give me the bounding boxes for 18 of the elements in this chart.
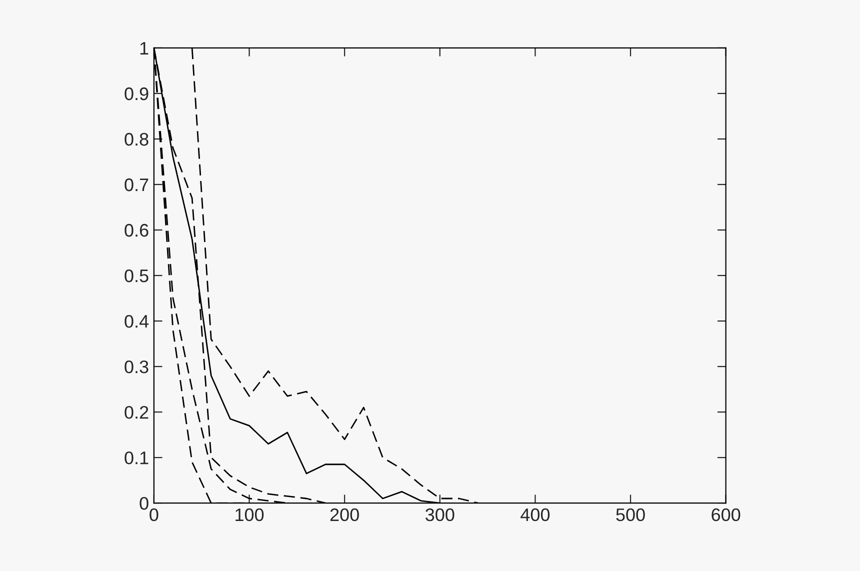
x-tick-label: 300 xyxy=(426,508,454,522)
x-tick-label: 500 xyxy=(616,508,645,522)
x-tick-label: 0 xyxy=(150,508,158,522)
y-tick-label: 0.3 xyxy=(124,360,148,374)
y-tick-label: 0 xyxy=(140,496,148,510)
y-tick-label: 0.8 xyxy=(124,132,148,146)
y-tick-label: 0.7 xyxy=(124,178,148,192)
x-tick-label: 400 xyxy=(520,508,550,522)
x-tick-label: 600 xyxy=(712,508,740,522)
x-tick-label: 100 xyxy=(236,508,264,522)
y-tick-label: 0.2 xyxy=(124,406,148,419)
y-tick-label: 1 xyxy=(140,42,148,55)
y-tick-label: 0.9 xyxy=(124,87,148,100)
y-tick-label: 0.1 xyxy=(124,451,148,464)
x-tick-label: 200 xyxy=(330,508,359,522)
y-tick-label: 0.6 xyxy=(124,224,148,237)
y-tick-label: 0.5 xyxy=(124,269,148,282)
y-tick-label: 0.4 xyxy=(124,314,149,328)
